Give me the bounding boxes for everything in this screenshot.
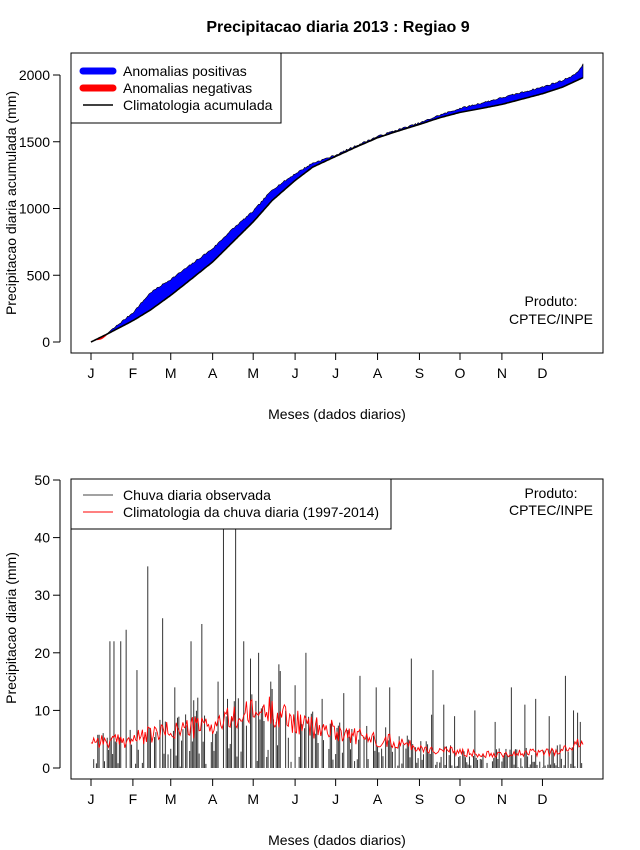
p1-x-tick-label: F bbox=[129, 365, 138, 381]
p1-x-tick-label: J bbox=[332, 365, 339, 381]
p2-x-tick-label: M bbox=[247, 791, 259, 807]
p2-clipped-layer bbox=[90, 480, 584, 768]
p2-x-tick-label: O bbox=[455, 791, 466, 807]
p2-axes: J F M A M J J A S O N D 0 10 20 30 40 50 bbox=[34, 472, 547, 807]
p1-y-tick-label: 2000 bbox=[19, 67, 50, 83]
p2-y-tick-label: 30 bbox=[34, 587, 50, 603]
p1-x-tick-label: M bbox=[165, 365, 177, 381]
p1-x-tick-label: M bbox=[247, 365, 259, 381]
p2-legend: Chuva diaria observada Climatologia da c… bbox=[70, 478, 392, 530]
p1-x-tick-label: N bbox=[497, 365, 507, 381]
p1-x-tick-label: O bbox=[455, 365, 466, 381]
p2-x-tick-label: S bbox=[415, 791, 424, 807]
p2-x-tick-label: J bbox=[292, 791, 299, 807]
figure-title: Precipitacao diaria 2013 : Regiao 9 bbox=[206, 19, 469, 36]
p2-x-tick-label: D bbox=[537, 791, 547, 807]
p1-axes: J F M A M J J A S O N D 0 500 1000 1500 2000 bbox=[19, 67, 548, 381]
p2-y-tick-label: 10 bbox=[34, 702, 50, 718]
p2-y-tick-label: 20 bbox=[34, 645, 50, 661]
p2-y-tick-label: 40 bbox=[34, 530, 50, 546]
p2-x-axis-label: Meses (dados diarios) bbox=[268, 832, 406, 848]
p1-x-tick-label: D bbox=[537, 365, 547, 381]
p1-x-tick-label: A bbox=[373, 365, 383, 381]
p2-legend-label-climatology: Climatologia da chuva diaria (1997-2014) bbox=[123, 504, 379, 520]
p1-y-tick-label: 1500 bbox=[19, 134, 50, 150]
p2-y-tick-label: 0 bbox=[42, 760, 50, 776]
p1-y-tick-label: 500 bbox=[27, 267, 51, 283]
p2-x-tick-label: F bbox=[129, 791, 138, 807]
p1-data-layer bbox=[90, 63, 584, 343]
p2-y-tick-label: 50 bbox=[34, 472, 50, 488]
p2-x-tick-label: A bbox=[373, 791, 383, 807]
p1-legend-label-positive: Anomalias positivas bbox=[123, 63, 247, 79]
p2-x-tick-label: J bbox=[88, 791, 95, 807]
p2-produto-label: Produto: bbox=[525, 485, 578, 501]
p2-produto-source: CPTEC/INPE bbox=[509, 502, 593, 518]
p1-legend-label-negative: Anomalias negativas bbox=[123, 80, 252, 96]
climatology-daily-line bbox=[90, 696, 584, 759]
p1-legend-label-climatology: Climatologia acumulada bbox=[123, 97, 273, 113]
p2-y-axis-label: Precipitacao diaria (mm) bbox=[3, 552, 19, 704]
p2-x-tick-label: A bbox=[208, 791, 218, 807]
cumulative-chart: J F M A M J J A S O N D 0 500 1000 1500 2000 Precipitaca… bbox=[3, 52, 604, 422]
p2-x-tick-label: J bbox=[332, 791, 339, 807]
p2-data-layer bbox=[90, 480, 584, 768]
p1-x-tick-label: S bbox=[415, 365, 424, 381]
p1-plot-frame bbox=[70, 52, 604, 354]
p1-produto-source: CPTEC/INPE bbox=[509, 311, 593, 327]
p2-x-tick-label: N bbox=[497, 791, 507, 807]
climatology-cumulative-line bbox=[90, 76, 584, 343]
p1-x-tick-label: J bbox=[88, 365, 95, 381]
daily-chart: J F M A M J J A S O N D 0 10 20 30 40 50 Precipitacao dia… bbox=[3, 472, 604, 848]
p2-x-tick-label: M bbox=[165, 791, 177, 807]
p1-y-tick-label: 0 bbox=[42, 334, 50, 350]
p1-legend: Anomalias positivas Anomalias negativas … bbox=[70, 52, 282, 124]
p1-produto-label: Produto: bbox=[525, 293, 578, 309]
p1-y-tick-label: 1000 bbox=[19, 201, 50, 217]
p2-legend-label-observed: Chuva diaria observada bbox=[123, 487, 271, 503]
p1-y-axis-label: Precipitacao diaria acumulada (mm) bbox=[3, 91, 19, 315]
p1-x-tick-label: A bbox=[208, 365, 218, 381]
p1-x-axis-label: Meses (dados diarios) bbox=[268, 406, 406, 422]
p2-legend-box bbox=[70, 478, 392, 530]
p1-x-tick-label: J bbox=[292, 365, 299, 381]
